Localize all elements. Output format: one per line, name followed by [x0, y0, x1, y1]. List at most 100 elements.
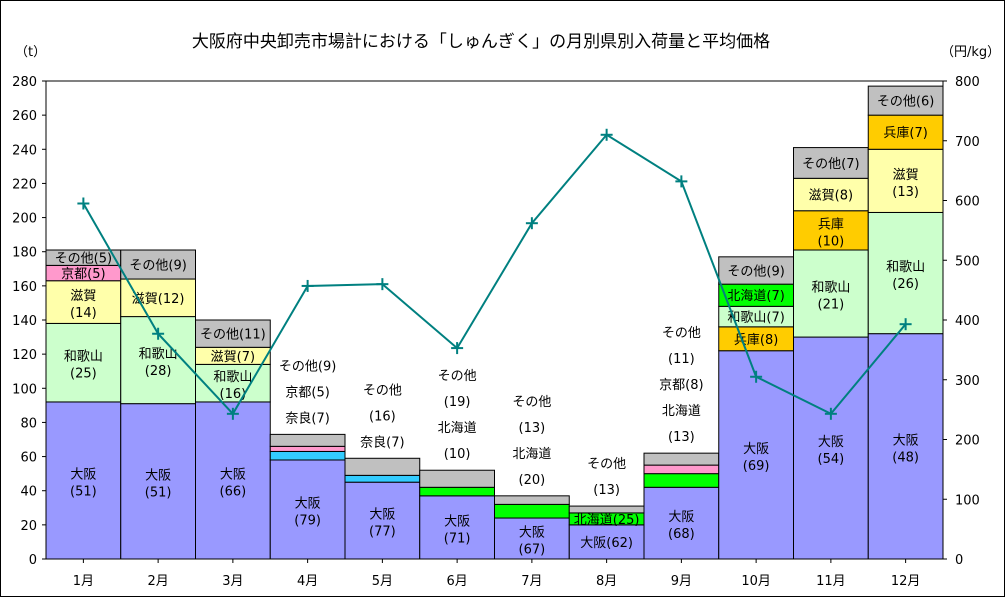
segment-label: 京都(5) — [285, 385, 329, 400]
segment-label: 和歌山(7) — [727, 311, 784, 326]
segment-label: その他 — [363, 383, 402, 398]
segment-label: その他 — [587, 457, 626, 472]
segment-label: 兵庫 — [818, 217, 844, 232]
bar-segment — [867, 148, 944, 213]
right-tick-label: 600 — [955, 195, 980, 210]
segment-percent: (13) — [593, 483, 620, 498]
segment-percent: (51) — [145, 485, 172, 500]
segment-label: 滋賀 — [893, 168, 919, 183]
segment-label: 京都(5) — [61, 267, 105, 282]
segment-percent: (28) — [145, 364, 172, 379]
segment-label: 和歌山 — [64, 350, 103, 365]
segment-label: 大阪 — [295, 496, 321, 511]
right-tick-label: 100 — [955, 493, 980, 508]
bar-segment — [793, 249, 869, 338]
segment-label: その他(5) — [55, 252, 112, 267]
segment-label: 京都(8) — [659, 378, 703, 393]
bar-segment — [344, 481, 421, 560]
x-tick-label: 3月 — [222, 574, 243, 589]
segment-percent: (25) — [70, 367, 97, 382]
segment-label: 大阪 — [70, 467, 96, 482]
segment-label: 北海道 — [512, 447, 551, 462]
segment-percent: (67) — [519, 543, 546, 558]
segment-percent: (54) — [818, 452, 845, 467]
bar-segment — [494, 503, 570, 519]
segment-label: 和歌山 — [811, 281, 850, 296]
x-tick-label: 4月 — [297, 574, 318, 589]
right-tick-label: 800 — [955, 75, 980, 90]
price-point — [824, 407, 837, 420]
segment-label: 大阪 — [668, 510, 694, 525]
segment-label: 和歌山 — [886, 260, 925, 275]
segment-label: その他(6) — [877, 95, 934, 110]
segment-label: 兵庫(8) — [734, 333, 778, 348]
segment-percent: (16) — [220, 387, 247, 402]
segment-percent: (26) — [892, 277, 919, 292]
x-tick-label: 12月 — [891, 574, 921, 589]
segment-percent: (20) — [519, 473, 546, 488]
segment-label: その他(9) — [129, 259, 186, 274]
x-tick-label: 7月 — [521, 574, 542, 589]
segment-label: 和歌山 — [139, 347, 178, 362]
left-tick-label: 160 — [12, 280, 37, 295]
price-point — [675, 175, 688, 188]
price-line — [77, 128, 912, 420]
segment-percent: (77) — [369, 525, 396, 540]
bar-segment — [419, 486, 495, 497]
x-axis-ticks: 1月 2月 3月 4月 5月 6月 7月 8月 9月 10月 11月 12月 — [73, 559, 921, 589]
segment-label: 北海道 — [438, 421, 477, 436]
segment-percent: (13) — [519, 421, 546, 436]
bar-segment — [643, 464, 720, 475]
segment-percent: (71) — [444, 531, 471, 546]
segment-percent: (16) — [369, 409, 396, 424]
segment-label: その他(9) — [279, 359, 336, 374]
x-tick-label: 8月 — [596, 574, 617, 589]
price-point — [600, 128, 613, 141]
x-tick-label: 1月 — [73, 574, 94, 589]
right-tick-label: 400 — [955, 314, 980, 329]
segment-label: 兵庫(7) — [883, 126, 927, 141]
price-point — [376, 278, 389, 291]
segment-label: 奈良(7) — [360, 434, 404, 450]
segment-label: その他(7) — [802, 157, 859, 172]
x-tick-label: 11月 — [816, 574, 846, 589]
bar-segment — [867, 333, 944, 560]
bar-segment — [269, 445, 346, 452]
bar-segment — [269, 450, 346, 461]
bar-segment — [45, 401, 122, 560]
segment-percent: (10) — [818, 234, 845, 249]
right-axis-unit: （円/kg） — [941, 45, 1000, 60]
bar-segment — [195, 319, 271, 348]
left-tick-label: 260 — [12, 109, 37, 124]
segment-label: 奈良(7) — [285, 410, 329, 426]
right-tick-label: 500 — [955, 254, 980, 269]
left-tick-label: 120 — [12, 348, 37, 363]
left-tick-label: 140 — [12, 314, 37, 329]
bar-segment — [120, 249, 196, 280]
price-point — [451, 342, 464, 355]
price-point — [77, 197, 90, 210]
segment-percent: (14) — [70, 306, 97, 321]
bar-segment — [867, 211, 944, 335]
right-tick-label: 300 — [955, 374, 980, 389]
bar-segment — [344, 474, 421, 483]
bar-segment — [344, 457, 421, 476]
segment-percent: (13) — [892, 185, 919, 200]
bar-segment — [718, 256, 794, 285]
segment-label: 大阪 — [145, 468, 171, 483]
price-point — [152, 327, 165, 340]
price-point — [525, 217, 538, 230]
segment-label: その他 — [438, 369, 477, 384]
segment-label: 北海道(7) — [727, 289, 784, 304]
segment-percent: (13) — [668, 430, 695, 445]
left-tick-label: 100 — [12, 382, 37, 397]
segment-label: 滋賀(8) — [809, 189, 853, 204]
x-tick-label: 6月 — [446, 574, 467, 589]
right-tick-label: 0 — [955, 553, 963, 568]
bar-segment — [643, 473, 720, 488]
segment-label: 大阪 — [369, 508, 395, 523]
right-tick-label: 700 — [955, 135, 980, 150]
segment-label: 和歌山 — [213, 370, 252, 385]
